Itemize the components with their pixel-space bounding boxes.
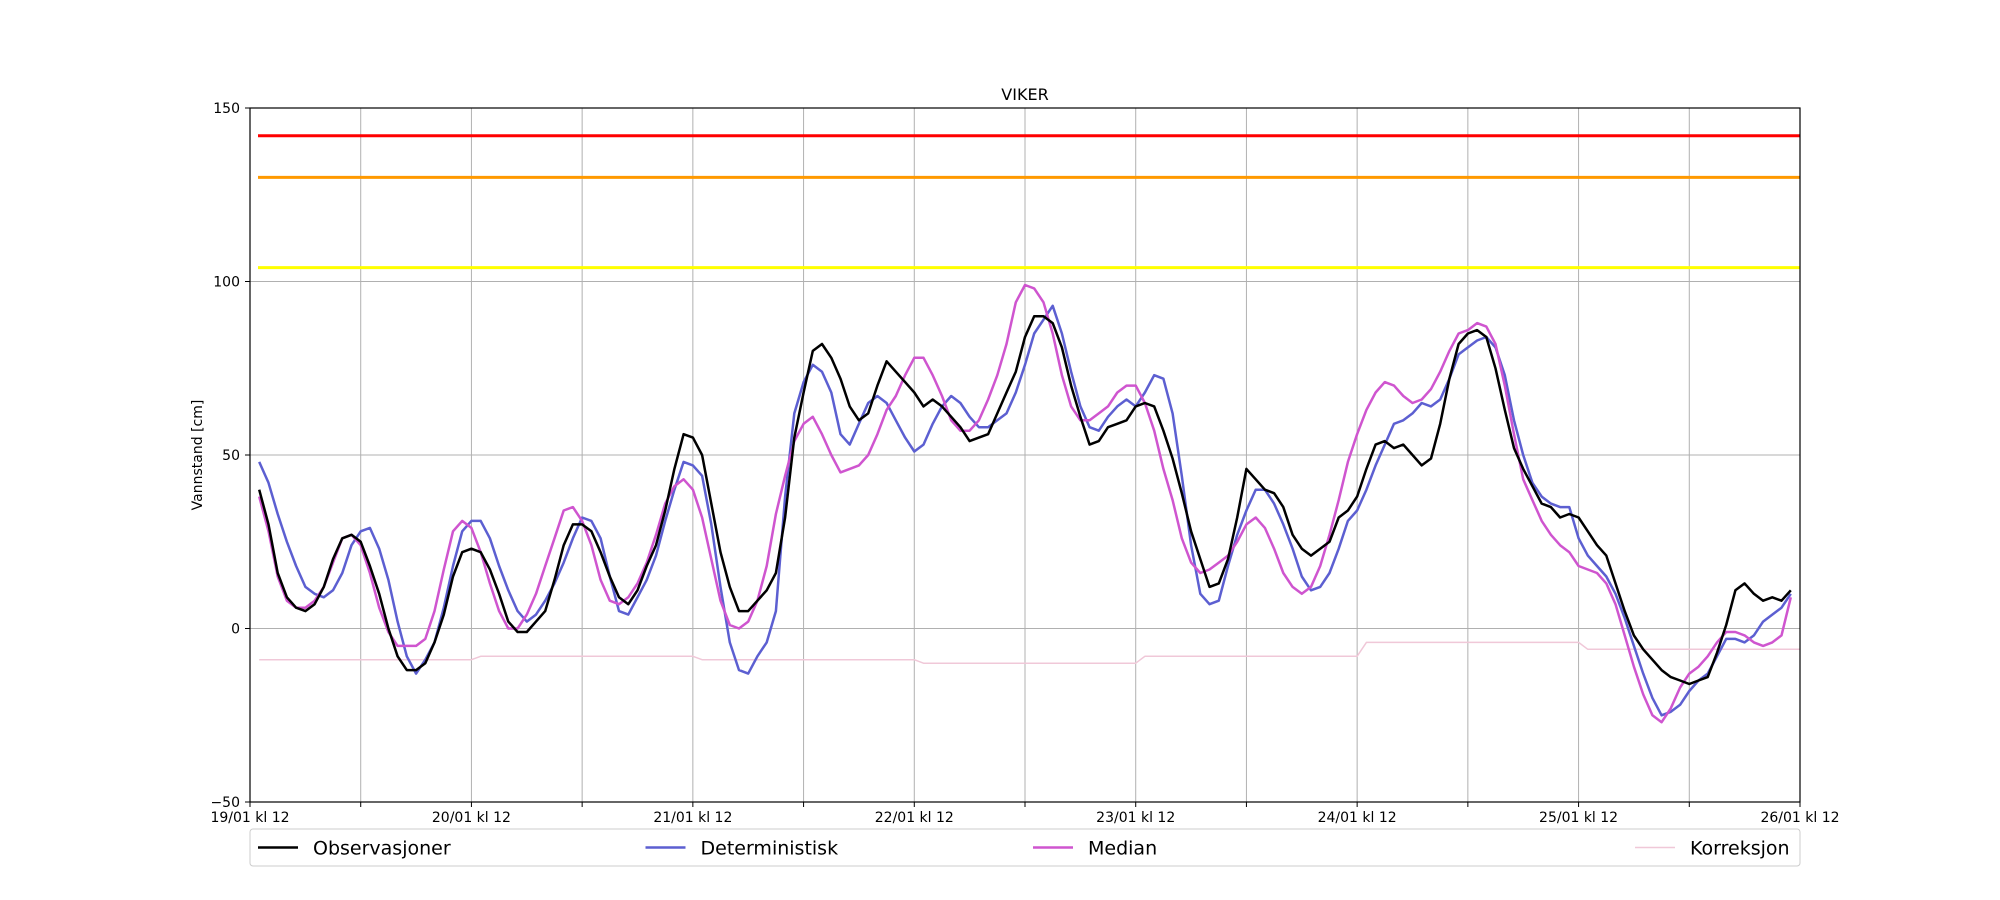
x-tick-label: 19/01 kl 12 [210,810,289,826]
data-series [257,283,1800,724]
y-tick-label: 0 [231,622,240,638]
x-tick-label: 26/01 kl 12 [1760,810,1839,826]
legend: Observasjoner Deterministisk Median Korreks… [249,828,1801,867]
x-tick-label: 24/01 kl 12 [1318,810,1397,826]
x-tick-label: 21/01 kl 12 [653,810,732,826]
chart-title: VIKER [1001,85,1048,104]
legend-label: Deterministisk [701,838,839,860]
legend-label: Korreksjon [1690,838,1790,860]
series-line-korreksjon [259,641,1800,664]
axes: 19/01 kl 12 20/01 kl 12 21/01 kl 12 22/01 k… [210,101,1839,826]
series-line-deterministisk [258,304,1792,717]
series-line-observasjoner [257,314,1792,686]
y-tick-label: 100 [213,275,240,291]
x-tick-label: 20/01 kl 12 [432,810,511,826]
x-tick-label: 23/01 kl 12 [1096,810,1175,826]
y-tick-label: 50 [222,448,240,464]
legend-box [249,828,1801,867]
legend-label: Median [1088,838,1157,860]
y-tick-label: 150 [213,101,240,117]
y-axis-label: Vannstand [cm] [190,400,206,511]
x-tick-label: 22/01 kl 12 [875,810,954,826]
legend-label: Observasjoner [313,838,451,860]
x-tick-label: 25/01 kl 12 [1539,810,1618,826]
y-tick-label: −50 [210,795,240,811]
threshold-lines [258,134,1800,270]
